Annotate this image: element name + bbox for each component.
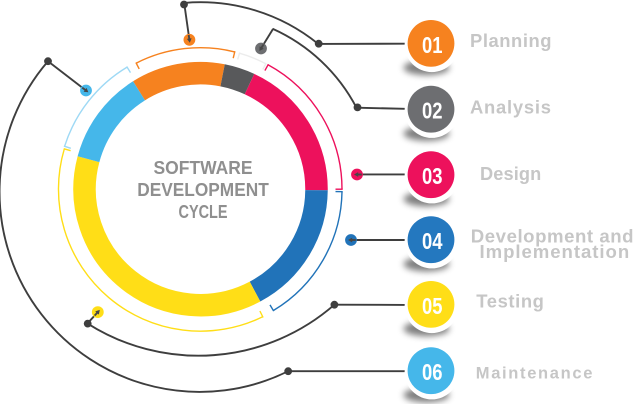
svg-text:02: 02 (422, 98, 443, 124)
svg-text:01: 01 (422, 32, 443, 58)
svg-text:06: 06 (422, 359, 443, 385)
svg-text:03: 03 (422, 163, 443, 189)
svg-text:Maintenance: Maintenance (476, 364, 593, 382)
svg-text:Testing: Testing (476, 291, 544, 312)
svg-text:Development and: Development and (471, 225, 634, 246)
svg-text:CYCLE: CYCLE (179, 202, 228, 222)
svg-text:DEVELOPMENT: DEVELOPMENT (137, 180, 269, 200)
svg-text:05: 05 (422, 293, 443, 319)
svg-text:Implementation: Implementation (480, 241, 630, 262)
svg-text:Analysis: Analysis (470, 97, 551, 118)
svg-text:Design: Design (480, 164, 541, 184)
svg-text:Planning: Planning (470, 30, 552, 51)
svg-text:SOFTWARE: SOFTWARE (154, 158, 253, 178)
svg-text:04: 04 (422, 228, 443, 254)
